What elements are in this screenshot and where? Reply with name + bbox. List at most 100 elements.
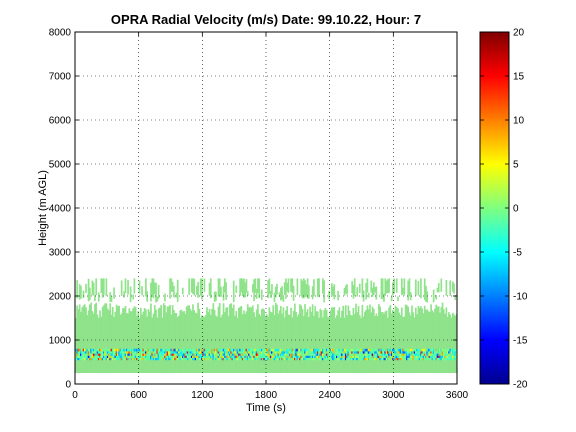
- band-cell: [96, 353, 99, 356]
- band-cell: [376, 353, 379, 356]
- echo-column: [436, 306, 439, 373]
- band-cell: [193, 353, 196, 356]
- band-cell: [81, 351, 84, 354]
- band-cell: [78, 357, 81, 361]
- band-cell: [442, 357, 445, 361]
- echo-column: [108, 310, 110, 373]
- band-cell: [309, 351, 311, 354]
- band-cell: [453, 357, 455, 361]
- band-cell: [325, 351, 328, 354]
- band-cell: [162, 348, 165, 352]
- echo-column: [366, 305, 369, 373]
- band-cell: [234, 348, 236, 352]
- band-cell: [269, 355, 272, 358]
- upper-echo: [384, 278, 387, 296]
- echo-column: [167, 306, 170, 373]
- band-cell: [356, 348, 359, 352]
- echo-column: [380, 312, 383, 373]
- upper-echo: [400, 278, 403, 296]
- echo-column: [414, 307, 417, 373]
- band-cell: [313, 353, 315, 356]
- band-cell: [392, 348, 394, 352]
- band-cell: [442, 348, 445, 352]
- band-cell: [362, 351, 365, 354]
- band-cell: [408, 353, 411, 356]
- band-cell: [118, 357, 120, 361]
- band-cell: [404, 348, 407, 352]
- band-cell: [203, 355, 206, 358]
- band-cell: [455, 348, 457, 352]
- upper-echo: [271, 284, 273, 295]
- echo-column: [264, 316, 267, 373]
- band-cell: [267, 357, 269, 361]
- upper-echo: [390, 295, 393, 302]
- band-cell: [251, 357, 254, 361]
- band-cell: [75, 357, 77, 361]
- band-cell: [264, 357, 267, 361]
- upper-echo: [392, 282, 394, 296]
- x-tick-label: 3600: [446, 390, 469, 401]
- band-cell: [350, 355, 352, 358]
- upper-echo: [213, 291, 216, 302]
- band-cell: [169, 348, 171, 352]
- band-cell: [152, 351, 155, 354]
- echo-column: [314, 306, 317, 373]
- band-cell: [306, 355, 309, 358]
- band-cell: [169, 353, 171, 356]
- band-cell: [119, 353, 122, 356]
- band-cell: [413, 357, 416, 361]
- echo-column: [75, 317, 77, 373]
- echo-column: [225, 307, 227, 373]
- band-cell: [388, 351, 390, 354]
- colorbar-tick-label: 15: [513, 72, 525, 83]
- band-cell: [153, 348, 156, 352]
- band-cell: [203, 357, 206, 361]
- band-cell: [364, 355, 366, 358]
- band-cell: [316, 351, 319, 354]
- band-cell: [386, 351, 389, 354]
- band-cell: [422, 357, 425, 361]
- band-cell: [299, 351, 301, 354]
- band-cell: [86, 351, 89, 354]
- band-cell: [309, 355, 311, 358]
- band-cell: [101, 353, 104, 356]
- band-cell: [166, 348, 169, 352]
- band-cell: [132, 357, 134, 361]
- upper-echo: [253, 279, 255, 302]
- band-cell: [230, 353, 233, 356]
- upper-echo: [225, 282, 227, 300]
- band-cell: [157, 355, 160, 358]
- band-cell: [110, 348, 113, 352]
- band-cell: [353, 348, 356, 352]
- band-cell: [440, 357, 443, 361]
- band-cell: [336, 351, 338, 354]
- upper-echo: [156, 296, 159, 302]
- band-cell: [328, 357, 331, 361]
- band-cell: [138, 353, 141, 356]
- band-cell: [206, 355, 208, 358]
- band-cell: [371, 357, 374, 361]
- band-cell: [171, 348, 174, 352]
- band-cell: [271, 348, 273, 352]
- band-cell: [251, 353, 254, 356]
- band-cell: [432, 355, 435, 358]
- band-cell: [366, 357, 369, 361]
- echo-column: [342, 305, 345, 373]
- echo-column: [316, 311, 319, 373]
- y-tick-label: 1000: [49, 336, 72, 347]
- band-cell: [145, 353, 147, 356]
- echo-column: [365, 309, 367, 373]
- band-cell: [103, 357, 105, 361]
- band-cell: [365, 353, 367, 356]
- band-cell: [235, 357, 238, 361]
- band-cell: [208, 353, 211, 356]
- band-cell: [80, 348, 82, 352]
- band-cell: [97, 353, 100, 356]
- echo-column: [370, 312, 373, 373]
- band-cell: [287, 355, 290, 358]
- band-cell: [153, 353, 156, 356]
- upper-echo: [388, 278, 390, 293]
- band-cell: [441, 348, 444, 352]
- band-cell: [212, 351, 215, 354]
